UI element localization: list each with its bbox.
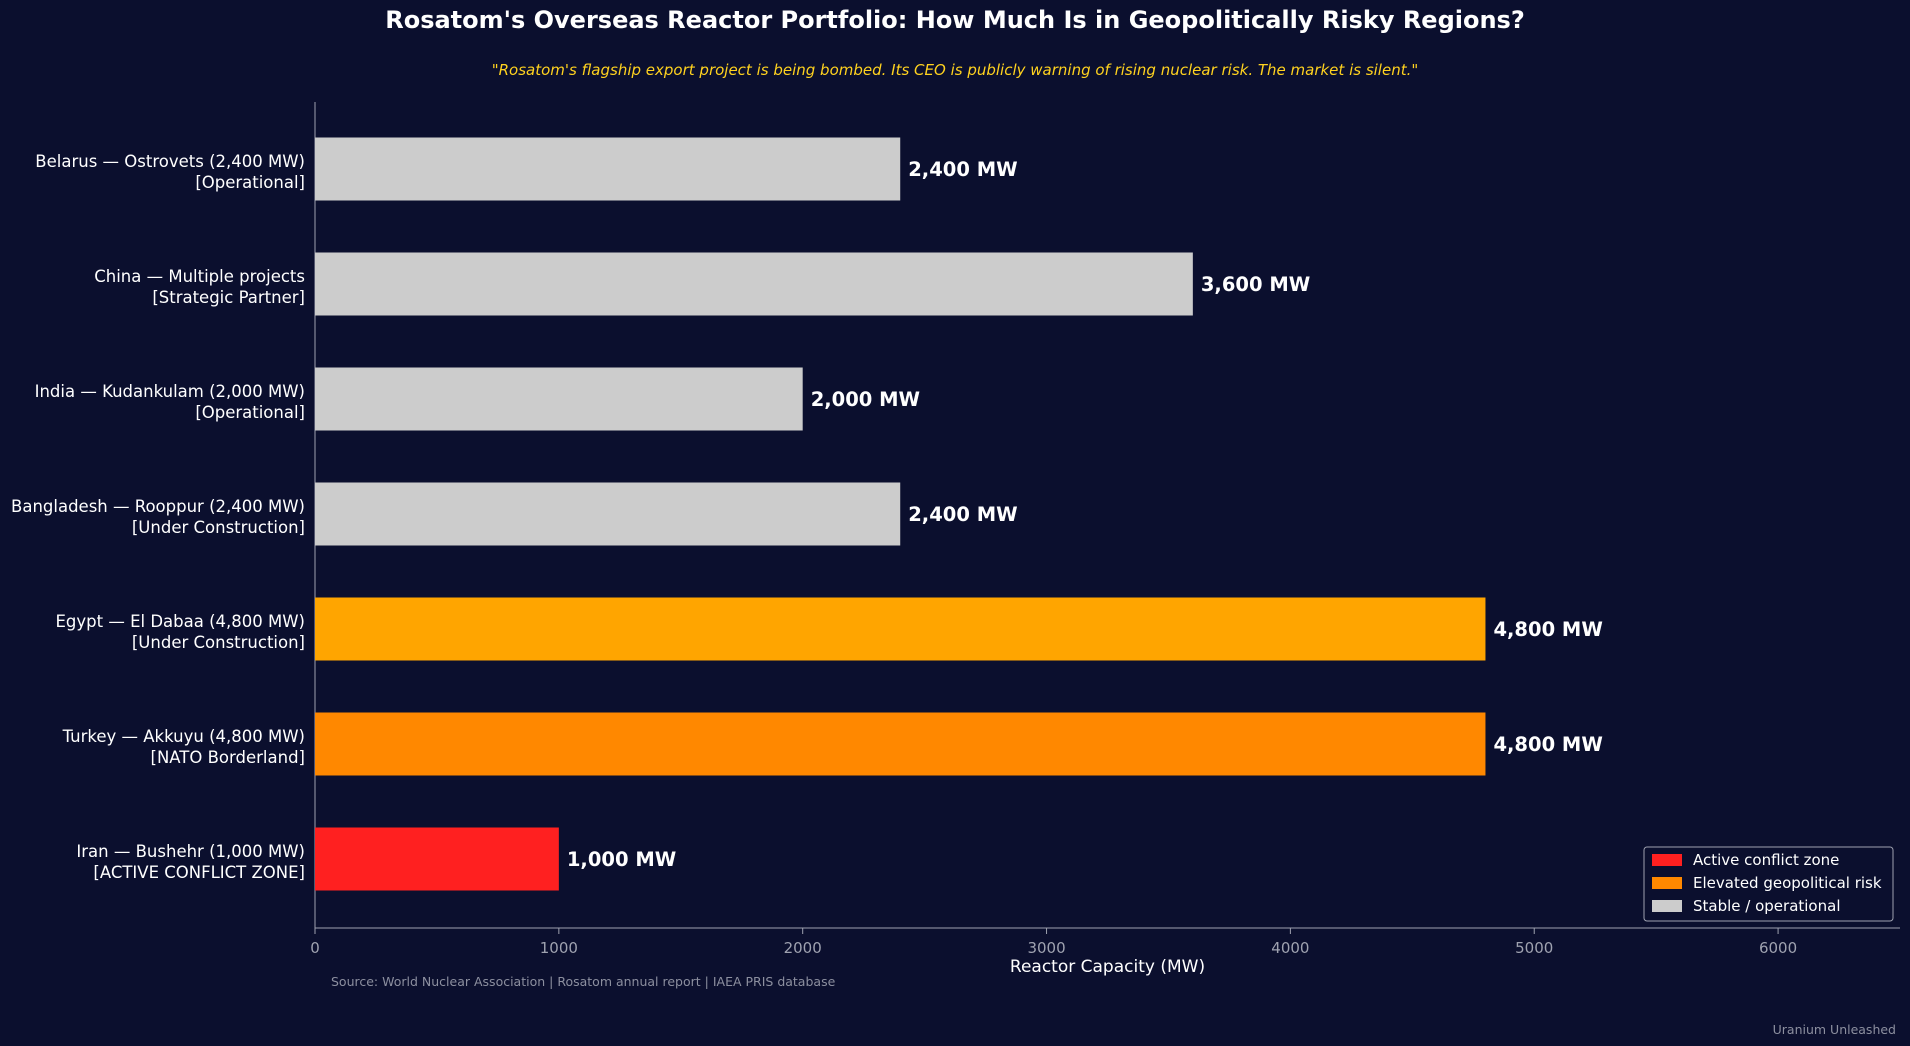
credit-note: Uranium Unleashed — [1772, 1022, 1896, 1037]
category-label: China — Multiple projects — [94, 267, 305, 286]
x-tick-label: 0 — [310, 939, 320, 957]
x-tick-label: 3000 — [1027, 939, 1065, 957]
x-tick-label: 1000 — [540, 939, 578, 957]
category-status-label: [NATO Borderland] — [151, 748, 305, 767]
category-status-label: [ACTIVE CONFLICT ZONE] — [93, 863, 305, 882]
x-axis-title: Reactor Capacity (MW) — [1010, 957, 1205, 977]
x-tick-label: 2000 — [784, 939, 822, 957]
category-status-label: [Under Construction] — [132, 633, 305, 652]
legend-label: Stable / operational — [1693, 897, 1840, 915]
x-tick-label: 4000 — [1271, 939, 1309, 957]
category-status-label: [Operational] — [195, 173, 305, 192]
bar — [315, 252, 1193, 316]
bar — [315, 137, 901, 201]
category-status-label: [Under Construction] — [132, 518, 305, 537]
bar-value-label: 3,600 MW — [1201, 273, 1310, 296]
bar-value-label: 4,800 MW — [1493, 618, 1602, 641]
bar — [315, 482, 901, 546]
bar-value-label: 1,000 MW — [567, 848, 676, 871]
legend-swatch — [1652, 854, 1682, 866]
chart-title: Rosatom's Overseas Reactor Portfolio: Ho… — [385, 6, 1525, 34]
category-status-label: [Operational] — [195, 403, 305, 422]
category-label: Belarus — Ostrovets (2,400 MW) — [35, 152, 305, 171]
source-note: Source: World Nuclear Association | Rosa… — [331, 974, 836, 989]
bar — [315, 827, 559, 891]
category-label: Iran — Bushehr (1,000 MW) — [76, 842, 305, 861]
legend-swatch — [1652, 900, 1682, 912]
category-label: Egypt — El Dabaa (4,800 MW) — [55, 612, 305, 631]
legend-swatch — [1652, 877, 1682, 889]
bar-value-label: 2,400 MW — [908, 158, 1017, 181]
bar-value-label: 2,400 MW — [908, 503, 1017, 526]
category-label: Turkey — Akkuyu (4,800 MW) — [62, 727, 305, 746]
legend-box — [1643, 846, 1894, 922]
bar — [315, 712, 1486, 776]
chart-subtitle: "Rosatom's flagship export project is be… — [491, 61, 1419, 79]
bar-value-label: 4,800 MW — [1493, 733, 1602, 756]
x-tick-label: 6000 — [1759, 939, 1797, 957]
category-label: Bangladesh — Rooppur (2,400 MW) — [11, 497, 305, 516]
category-label: India — Kudankulam (2,000 MW) — [35, 382, 305, 401]
bar — [315, 367, 803, 431]
bar — [315, 597, 1486, 661]
bar-value-label: 2,000 MW — [811, 388, 920, 411]
legend-label: Elevated geopolitical risk — [1693, 874, 1882, 892]
legend-label: Active conflict zone — [1693, 851, 1839, 869]
x-tick-label: 5000 — [1515, 939, 1553, 957]
category-status-label: [Strategic Partner] — [152, 288, 305, 307]
